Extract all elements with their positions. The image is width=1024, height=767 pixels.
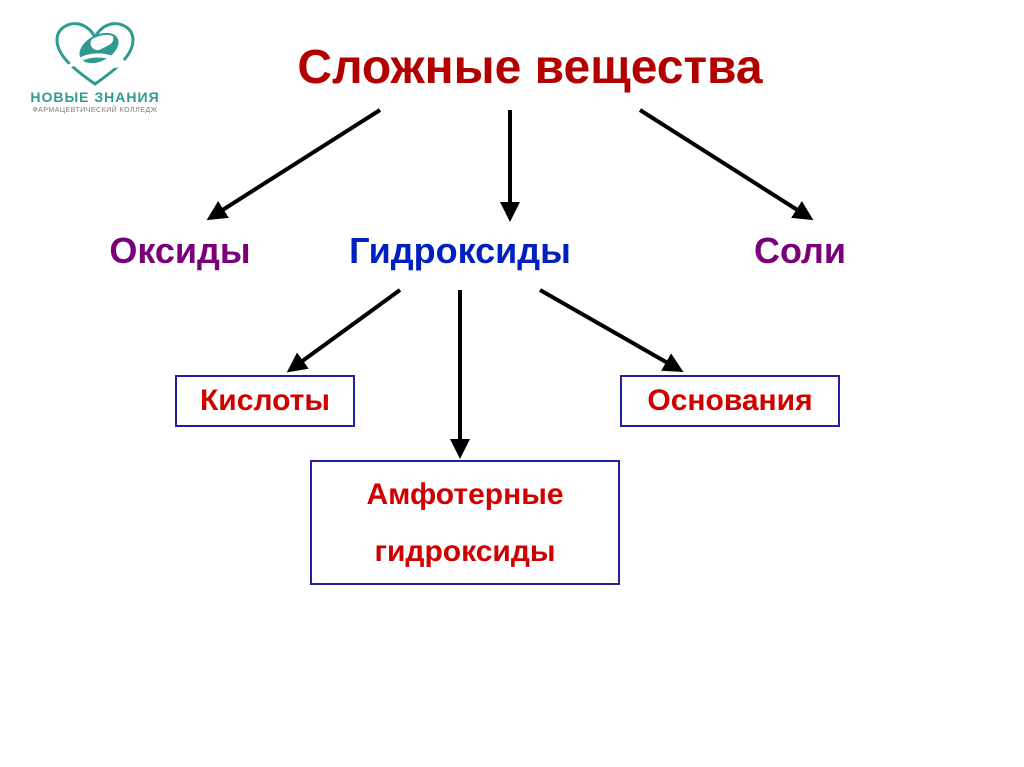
- arrow-hydroxides-to-bases: [540, 290, 680, 370]
- node-acids: Кислоты: [175, 375, 355, 427]
- node-acids-label: Кислоты: [200, 384, 330, 418]
- arrows-layer: [0, 0, 1024, 767]
- arrow-root-to-salts: [640, 110, 810, 218]
- node-bases-label: Основания: [647, 384, 812, 418]
- node-salts: Соли: [720, 230, 880, 272]
- node-hydroxides: Гидроксиды: [310, 230, 610, 272]
- node-oxides: Оксиды: [80, 230, 280, 272]
- node-amphoteric: Амфотерные гидроксиды: [310, 460, 620, 585]
- logo-text-main: НОВЫЕ ЗНАНИЯ: [25, 90, 165, 105]
- logo-heart-icon: [55, 22, 135, 86]
- node-root: Сложные вещества: [250, 40, 810, 95]
- logo-block: НОВЫЕ ЗНАНИЯ ФАРМАЦЕВТИЧЕСКИЙ КОЛЛЕДЖ: [25, 22, 165, 114]
- arrow-root-to-oxides: [210, 110, 380, 218]
- logo-text-sub: ФАРМАЦЕВТИЧЕСКИЙ КОЛЛЕДЖ: [25, 107, 165, 114]
- arrow-hydroxides-to-acids: [290, 290, 400, 370]
- node-amphoteric-label: Амфотерные гидроксиды: [312, 466, 618, 580]
- node-bases: Основания: [620, 375, 840, 427]
